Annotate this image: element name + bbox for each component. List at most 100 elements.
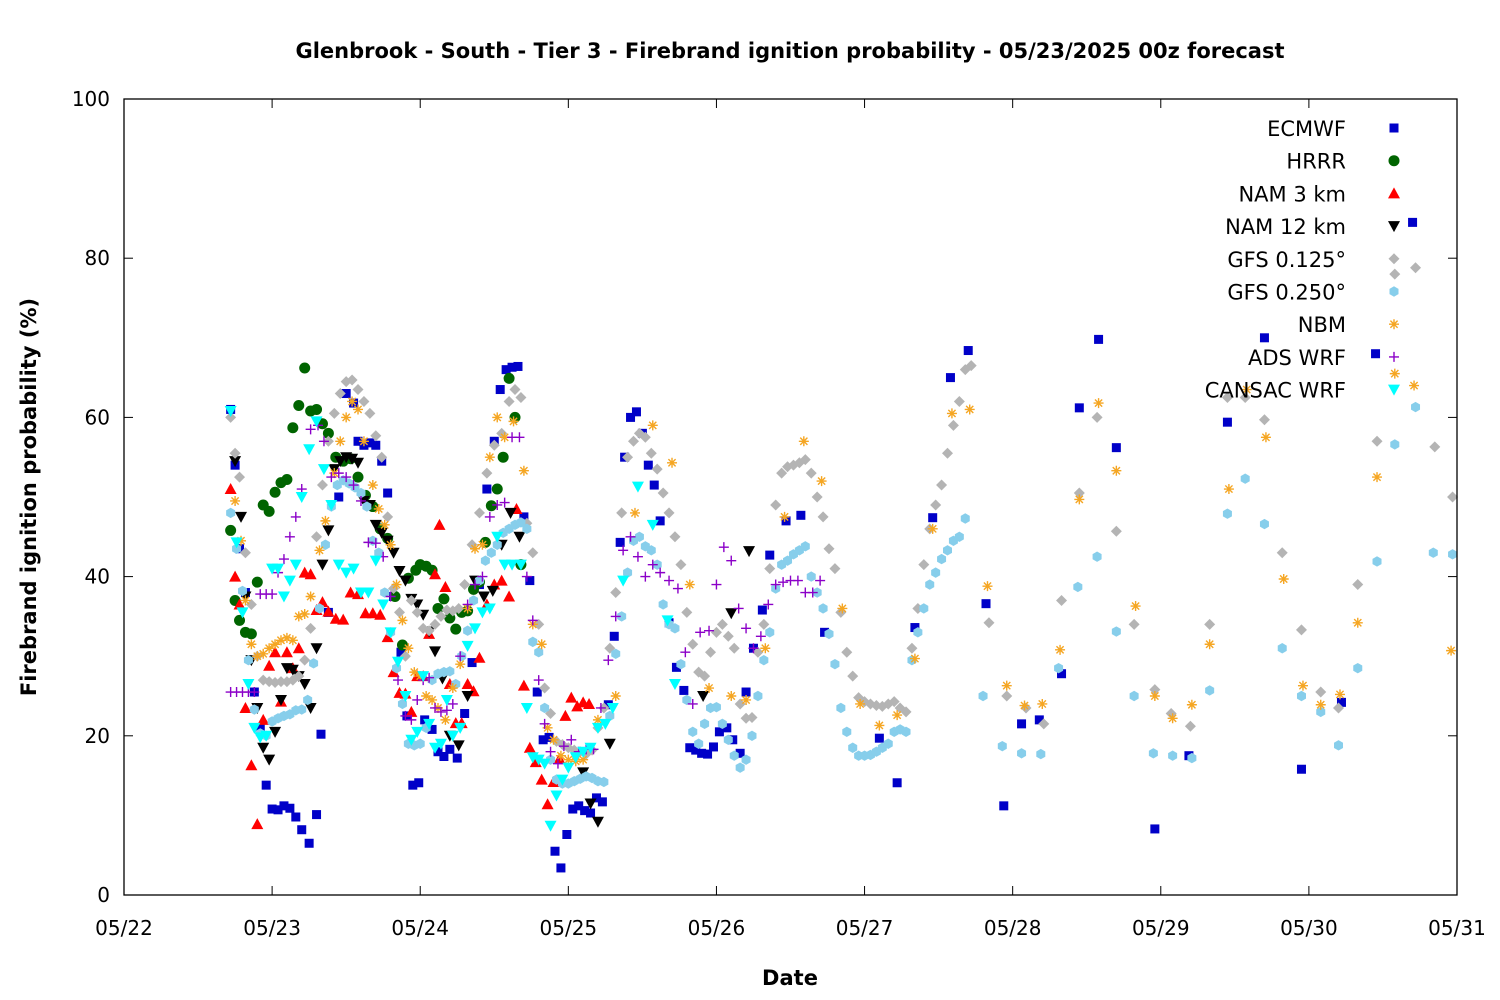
data-point (599, 776, 609, 788)
data-point (722, 723, 732, 733)
data-point (538, 735, 548, 745)
data-point (273, 805, 283, 815)
data-point (412, 694, 423, 705)
data-point (305, 622, 317, 634)
data-point (459, 579, 471, 591)
data-point (680, 647, 691, 658)
data-point (352, 384, 364, 396)
data-point (452, 740, 465, 752)
data-point (708, 742, 718, 752)
data-point (470, 543, 481, 554)
data-point (1446, 645, 1457, 656)
data-point (605, 710, 615, 722)
data-point (347, 563, 360, 575)
data-point (430, 702, 441, 713)
data-point (387, 547, 400, 559)
data-point (691, 745, 701, 755)
legend-marker (1389, 286, 1399, 297)
data-point (999, 801, 1009, 811)
data-point (433, 747, 443, 757)
data-point (272, 563, 285, 575)
data-point (427, 724, 437, 734)
data-point (392, 656, 405, 668)
data-point (824, 628, 834, 640)
data-point (1390, 439, 1400, 450)
data-point (237, 585, 247, 597)
data-point (454, 722, 467, 734)
data-point (829, 563, 841, 575)
data-point (269, 486, 281, 498)
data-point (447, 683, 458, 694)
data-point (778, 577, 789, 588)
data-point (603, 738, 616, 750)
data-point (290, 511, 301, 522)
data-point (312, 810, 322, 820)
data-point (495, 385, 505, 395)
data-point (499, 432, 510, 443)
data-point (240, 595, 251, 606)
data-point (504, 507, 517, 519)
data-point (1037, 698, 1048, 709)
data-point (796, 510, 806, 520)
x-tick-label: 05/26 (688, 916, 746, 940)
data-point (947, 419, 959, 431)
legend-marker (1389, 319, 1399, 330)
data-point (765, 550, 775, 560)
data-point (393, 675, 404, 686)
data-point (249, 687, 260, 698)
data-point (723, 734, 733, 745)
data-point (283, 575, 296, 587)
data-point (562, 830, 572, 840)
data-point (1034, 715, 1044, 725)
data-point (507, 362, 517, 372)
data-point (776, 467, 788, 479)
series-nbm (230, 368, 1457, 767)
data-point (556, 863, 566, 873)
data-point (269, 646, 282, 658)
data-point (439, 751, 449, 761)
data-point (1295, 624, 1307, 636)
data-point (591, 816, 604, 828)
data-point (734, 698, 746, 710)
data-point (553, 752, 566, 764)
data-point (983, 617, 995, 629)
data-point (503, 372, 515, 384)
data-point (542, 722, 553, 733)
data-point (622, 451, 634, 463)
data-point (503, 590, 516, 602)
data-point (1001, 690, 1013, 702)
data-point (584, 742, 597, 754)
x-tick-label: 05/27 (836, 916, 894, 940)
data-point (700, 718, 710, 730)
data-point (631, 407, 641, 417)
data-point (380, 587, 390, 598)
data-point (733, 603, 744, 614)
data-point (842, 726, 852, 738)
legend-marker (1388, 221, 1400, 233)
data-point (595, 702, 606, 713)
data-point (1221, 392, 1233, 403)
data-point (574, 801, 584, 811)
data-point (1371, 349, 1381, 359)
data-point (362, 501, 372, 512)
data-point (1204, 618, 1216, 630)
data-point (424, 672, 435, 683)
data-point (1259, 518, 1269, 530)
data-point (927, 523, 938, 534)
data-point (393, 606, 405, 618)
data-point (293, 611, 304, 622)
data-point (1389, 268, 1401, 280)
data-points (224, 217, 1459, 873)
data-point (525, 576, 535, 586)
data-point (229, 456, 242, 468)
data-point (615, 537, 625, 547)
data-point (521, 571, 532, 582)
data-point (322, 525, 335, 537)
data-point (874, 733, 884, 743)
data-point (888, 696, 900, 708)
data-point (657, 487, 669, 499)
data-point (1259, 333, 1269, 343)
data-point (486, 585, 499, 597)
series-ads-wrf (225, 420, 826, 769)
data-point (267, 804, 277, 814)
